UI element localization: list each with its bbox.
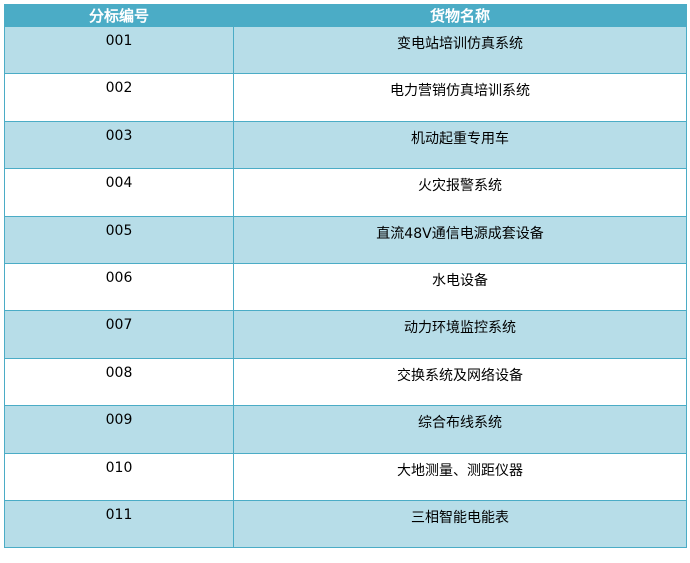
table-row: 010 大地测量、测距仪器 (4, 452, 687, 501)
lot-number-cell: 008 (4, 357, 234, 407)
lot-number-cell: 007 (4, 310, 234, 359)
table-row: 007 动力环境监控系统 (4, 310, 687, 359)
table-row: 008 交换系统及网络设备 (4, 357, 687, 407)
goods-name-cell: 水电设备 (233, 262, 687, 312)
goods-name-cell: 大地测量、测距仪器 (233, 452, 687, 501)
lot-number-cell: 009 (4, 405, 234, 454)
table-row: 011 三相智能电能表 (4, 499, 687, 549)
table-row: 002 电力营销仿真培训系统 (4, 73, 687, 122)
lot-number-cell: 006 (4, 262, 234, 312)
header-lot-number: 分标编号 (4, 4, 234, 27)
goods-name-cell: 三相智能电能表 (233, 499, 687, 549)
lot-number-cell: 010 (4, 452, 234, 501)
lot-number-cell: 003 (4, 120, 234, 170)
header-goods-name: 货物名称 (233, 4, 687, 27)
table-row: 005 直流48V通信电源成套设备 (4, 215, 687, 264)
lot-number-cell: 005 (4, 215, 234, 264)
lot-number-cell: 004 (4, 168, 234, 217)
goods-name-cell: 直流48V通信电源成套设备 (233, 215, 687, 264)
table-row: 009 综合布线系统 (4, 405, 687, 454)
table-row: 006 水电设备 (4, 262, 687, 312)
goods-name-cell: 电力营销仿真培训系统 (233, 73, 687, 122)
table-row: 004 火灾报警系统 (4, 168, 687, 217)
goods-name-cell: 火灾报警系统 (233, 168, 687, 217)
header-row: 分标编号 货物名称 (4, 4, 687, 27)
goods-name-cell: 动力环境监控系统 (233, 310, 687, 359)
lot-number-cell: 001 (4, 25, 234, 75)
lot-number-cell: 011 (4, 499, 234, 549)
goods-name-cell: 变电站培训仿真系统 (233, 25, 687, 75)
goods-table: 分标编号 货物名称 001 变电站培训仿真系统 002 电力营销仿真培训系统 003 机动… (4, 4, 687, 549)
table-row: 001 变电站培训仿真系统 (4, 25, 687, 75)
table-row: 003 机动起重专用车 (4, 120, 687, 170)
goods-name-cell: 机动起重专用车 (233, 120, 687, 170)
lot-number-cell: 002 (4, 73, 234, 122)
goods-name-cell: 综合布线系统 (233, 405, 687, 454)
goods-name-cell: 交换系统及网络设备 (233, 357, 687, 407)
